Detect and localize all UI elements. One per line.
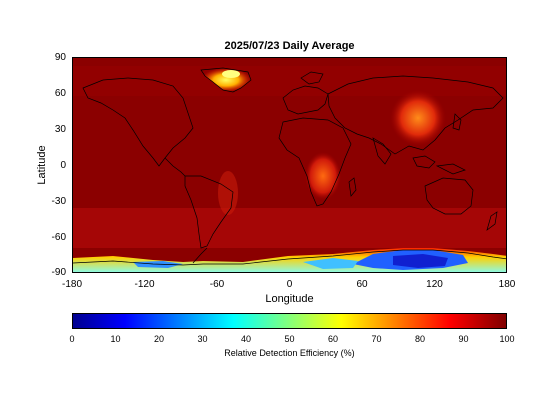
x-tick-label: 180 (498, 279, 516, 290)
map-svg (73, 58, 506, 272)
y-axis-label: Latitude (36, 145, 48, 185)
colorbar-tick: 70 (371, 334, 382, 344)
x-axis-label: Longitude (265, 293, 314, 305)
asia-highlight (390, 90, 446, 146)
colorbar-tick: 10 (110, 334, 121, 344)
colorbar (72, 313, 507, 329)
y-tick-label: -30 (51, 196, 66, 207)
colorbar-tick: 80 (414, 334, 425, 344)
y-tick-label: 0 (60, 160, 66, 171)
antarctica-east-core (393, 254, 448, 268)
colorbar-tick: 20 (153, 334, 164, 344)
x-tick-label: -180 (61, 279, 82, 290)
y-tick-label: -90 (51, 267, 66, 278)
colorbar-tick: 100 (499, 334, 515, 344)
greenland-core (222, 70, 240, 78)
southern-ocean-band (73, 208, 506, 248)
colorbar-label: Relative Detection Efficiency (%) (224, 348, 355, 358)
y-tick-label: -60 (51, 232, 66, 243)
colorbar-tick: 30 (197, 334, 208, 344)
africa-highlight (305, 152, 341, 200)
x-tick-label: 120 (426, 279, 443, 290)
colorbar-tick: 50 (284, 334, 295, 344)
antarctica-central (303, 258, 358, 269)
x-tick-label: -60 (209, 279, 225, 290)
x-tick-label: 0 (286, 279, 293, 290)
coastlines (73, 67, 506, 266)
x-tick-label: 60 (356, 279, 368, 290)
map-plot-area (72, 57, 507, 273)
colorbar-tick: 90 (458, 334, 469, 344)
colorbar-tick: 40 (240, 334, 251, 344)
x-tick-label: -120 (134, 279, 155, 290)
northern-band (73, 66, 506, 96)
colorbar-tick: 60 (327, 334, 338, 344)
y-tick-label: 30 (54, 124, 66, 135)
y-tick-label: 60 (54, 88, 66, 99)
south-america-highlight (218, 171, 238, 215)
colorbar-tick: 0 (69, 334, 75, 344)
chart-title: 2025/07/23 Daily Average (224, 40, 355, 52)
y-tick-label: 90 (54, 52, 66, 63)
